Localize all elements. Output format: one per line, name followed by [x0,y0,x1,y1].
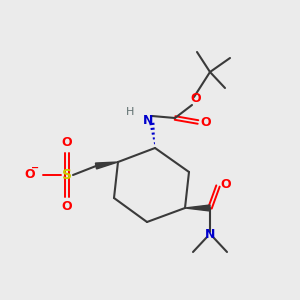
Text: −: − [31,163,39,173]
Text: N: N [205,227,215,241]
Text: H: H [126,107,134,117]
Polygon shape [95,162,118,169]
Text: N: N [143,113,153,127]
Text: O: O [25,169,35,182]
Polygon shape [185,205,210,211]
Text: O: O [191,92,201,106]
Text: S: S [62,168,72,182]
Text: O: O [221,178,231,190]
Text: O: O [62,136,72,149]
Text: O: O [201,116,211,128]
Text: O: O [62,200,72,214]
